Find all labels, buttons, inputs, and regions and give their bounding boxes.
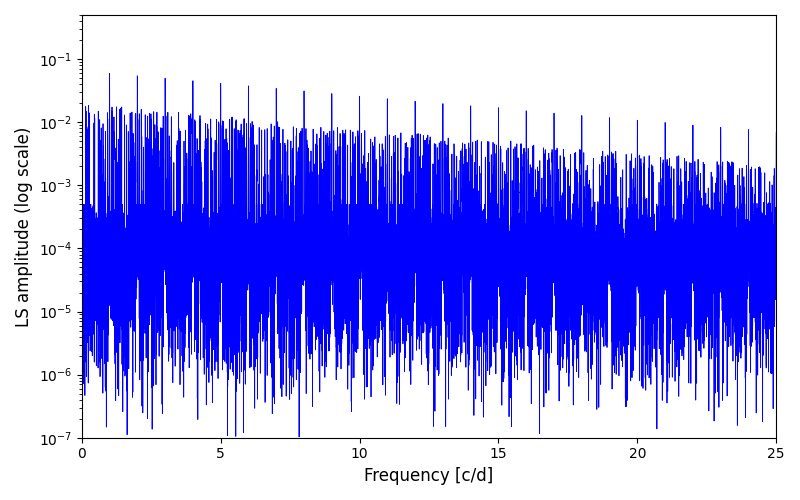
X-axis label: Frequency [c/d]: Frequency [c/d] — [364, 467, 494, 485]
Y-axis label: LS amplitude (log scale): LS amplitude (log scale) — [15, 126, 33, 326]
